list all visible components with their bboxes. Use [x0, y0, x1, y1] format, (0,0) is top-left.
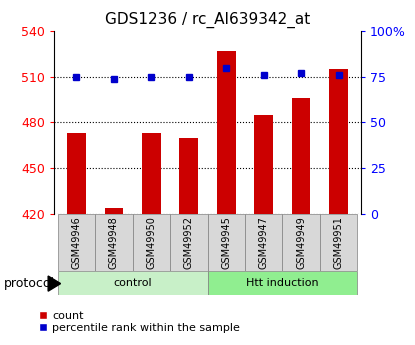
Bar	[245, 214, 282, 271]
Text: GSM49950: GSM49950	[146, 216, 156, 269]
Bar	[133, 214, 170, 271]
Text: control: control	[113, 278, 152, 288]
Text: GDS1236 / rc_AI639342_at: GDS1236 / rc_AI639342_at	[105, 12, 310, 28]
Bar	[67, 133, 86, 214]
Text: GSM49946: GSM49946	[71, 216, 81, 269]
Bar	[58, 214, 95, 271]
Bar	[254, 115, 273, 214]
Bar	[179, 138, 198, 214]
Bar	[208, 214, 245, 271]
Legend: count, percentile rank within the sample: count, percentile rank within the sample	[34, 307, 245, 338]
Bar	[320, 214, 357, 271]
Text: GSM49945: GSM49945	[221, 216, 231, 269]
Bar	[217, 51, 236, 214]
Bar	[208, 271, 357, 295]
Text: Htt induction: Htt induction	[246, 278, 319, 288]
Bar	[95, 214, 133, 271]
Text: GSM49948: GSM49948	[109, 216, 119, 269]
Bar	[58, 271, 208, 295]
Bar	[105, 208, 123, 214]
Text: GSM49949: GSM49949	[296, 216, 306, 269]
Text: GSM49951: GSM49951	[334, 216, 344, 269]
Bar	[282, 214, 320, 271]
Bar	[292, 98, 310, 214]
Bar	[170, 214, 208, 271]
Text: GSM49952: GSM49952	[184, 216, 194, 269]
Bar	[142, 133, 161, 214]
Bar	[329, 69, 348, 214]
Polygon shape	[48, 276, 61, 291]
Text: protocol: protocol	[4, 277, 55, 290]
Text: GSM49947: GSM49947	[259, 216, 269, 269]
